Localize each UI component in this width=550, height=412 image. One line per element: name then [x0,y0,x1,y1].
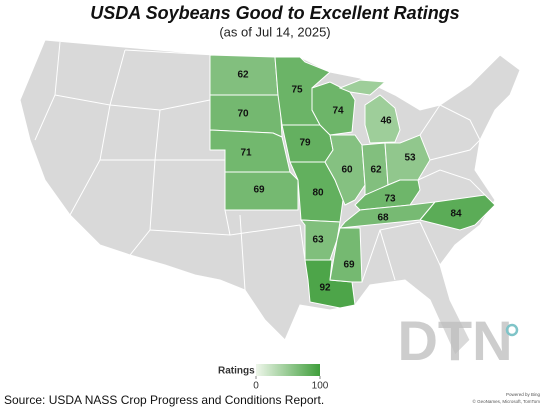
state-value: 69 [253,185,265,196]
states [209,54,496,309]
subtitle: (as of Jul 14, 2025) [219,24,330,39]
source: Source: USDA NASS Crop Progress and Cond… [4,393,324,407]
title: USDA Soybeans Good to Excellent Ratings [90,3,459,23]
state-value: 63 [312,235,324,246]
state-value: 75 [291,85,303,96]
state-value: 69 [343,260,355,271]
state [304,259,356,309]
state-value: 79 [299,138,311,149]
state-value: 71 [240,148,252,159]
logo: DTN [397,309,512,372]
state [329,227,363,283]
legend-tick-label: 100 [312,381,329,392]
state [419,194,496,231]
logo-dot [505,323,519,337]
state [324,134,366,206]
state [338,79,387,96]
state-value: 62 [370,165,382,176]
state [311,81,356,136]
state-value: 53 [404,153,416,164]
state-value: 73 [384,194,396,205]
state [224,171,299,211]
state-value: 68 [377,213,389,224]
state [364,94,401,144]
legend-gradient [256,364,320,376]
state-value: 92 [319,283,331,294]
state-value: 70 [237,109,249,120]
legend-title: Ratings [218,366,255,377]
state-value: 80 [312,188,324,199]
state-borders [34,41,486,291]
state-value: 46 [380,116,392,127]
state-value: 60 [341,165,353,176]
legend-tick-label: 0 [253,381,259,392]
state-value: 84 [450,209,462,220]
attribution: © GeoNames, Microsoft, TomTom [473,398,541,404]
attribution: Powered by Bing [506,392,541,397]
state-value: 74 [332,106,344,117]
state-value: 62 [237,70,249,81]
